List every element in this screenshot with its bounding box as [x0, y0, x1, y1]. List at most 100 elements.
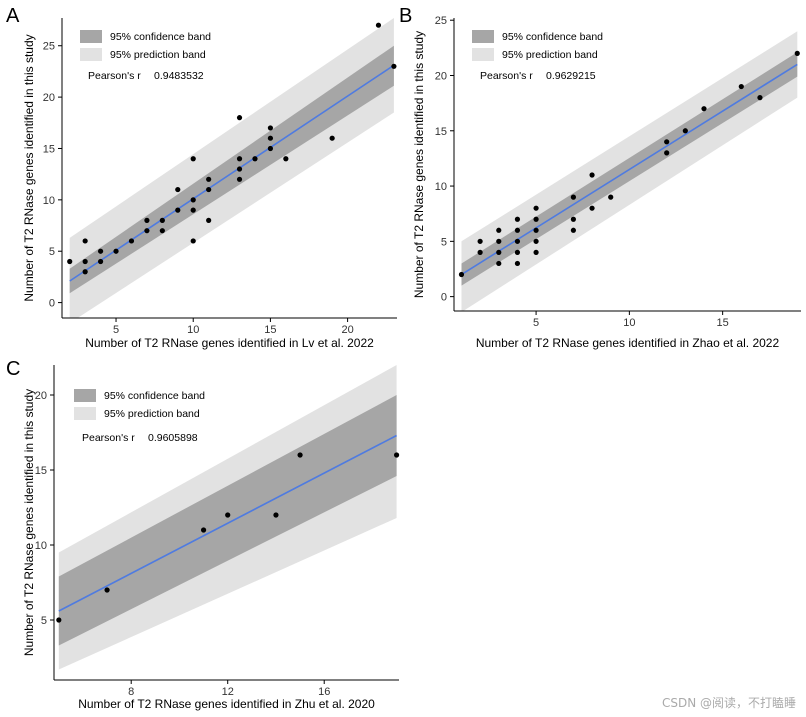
y-tick-label-c-1: 5 [41, 615, 47, 627]
x-tick-label-a-1: 5 [113, 324, 119, 336]
data-point-c-2 [104, 587, 110, 593]
data-point-b-12 [514, 216, 521, 222]
y-tick-label-b-3: 10 [435, 181, 447, 193]
data-point-a-2 [82, 269, 88, 275]
y-tick-label-c-2: 10 [35, 540, 47, 552]
data-point-a-28 [267, 135, 274, 141]
y-tick-label-a-6: 25 [43, 41, 55, 53]
y-tick-label-b-4: 15 [435, 126, 447, 138]
legend-label-confidence-b: 95% confidence band [502, 31, 603, 43]
data-point-c-3 [200, 527, 207, 533]
y-tick-label-a-1: 0 [49, 298, 55, 310]
legend-swatch-prediction-b [472, 48, 494, 61]
x-axis-title-a: Number of T2 RNase genes identified in L… [85, 336, 374, 350]
data-point-b-22 [589, 172, 595, 178]
y-axis-title-c: Number of T2 RNase genes identified in t… [22, 389, 36, 656]
data-point-b-17 [533, 205, 539, 211]
data-point-a-3 [82, 258, 88, 265]
data-point-b-3 [477, 238, 483, 244]
data-point-c-7 [393, 452, 400, 458]
data-point-b-11 [514, 227, 521, 233]
data-point-b-9 [514, 249, 521, 255]
data-point-b-2 [477, 249, 483, 255]
pearson-value-a: 0.9483532 [154, 70, 204, 82]
y-tick-label-a-2: 5 [49, 246, 55, 258]
legend-swatch-confidence-c [74, 389, 96, 402]
y-tick-label-b-1: 0 [441, 292, 447, 304]
data-point-a-8 [128, 238, 135, 244]
y-tick-label-b-5: 20 [435, 70, 447, 82]
data-point-a-12 [159, 217, 165, 223]
data-point-a-21 [206, 176, 212, 182]
data-point-b-4 [496, 260, 502, 267]
x-tick-label-c-1: 8 [128, 686, 134, 698]
data-point-a-6 [97, 248, 104, 254]
data-point-b-19 [570, 216, 576, 222]
y-tick-label-a-5: 20 [43, 92, 55, 104]
panel-a: A 5 10 15 20 0 5 10 15 20 25 Number of T2 RNase ge… [6, 5, 397, 350]
x-tick-label-c-2: 12 [222, 686, 234, 698]
data-point-b-15 [533, 227, 539, 233]
legend-swatch-prediction-a [80, 48, 102, 61]
data-point-b-6 [496, 238, 502, 244]
panel-letter-c: C [6, 358, 20, 380]
data-point-a-4 [82, 238, 88, 244]
data-point-b-14 [533, 238, 539, 244]
watermark-text: CSDN @阅读，不打瞌睡 [661, 696, 796, 710]
data-point-c-1 [56, 617, 62, 623]
y-axis-title-a: Number of T2 RNase genes identified in t… [22, 34, 36, 301]
regression-line-c [58, 434, 397, 612]
y-tick-label-b-2: 5 [441, 236, 447, 248]
data-point-b-23 [608, 194, 614, 200]
data-point-a-25 [236, 115, 243, 121]
data-point-b-21 [589, 205, 595, 211]
data-point-a-18 [190, 156, 196, 162]
data-point-c-5 [273, 512, 279, 518]
x-axis-title-c: Number of T2 RNase genes identified in Z… [78, 697, 375, 711]
legend-label-confidence-a: 95% confidence band [110, 31, 211, 43]
data-point-b-28 [738, 83, 744, 90]
y-tick-label-c-3: 15 [35, 465, 47, 477]
x-tick-label-c-3: 16 [318, 686, 330, 698]
data-point-a-9 [144, 228, 150, 234]
data-point-a-23 [236, 166, 243, 172]
data-point-b-1 [458, 271, 465, 278]
y-tick-label-c-4: 20 [35, 390, 47, 402]
panel-letter-a: A [6, 5, 20, 27]
x-axis-title-b: Number of T2 RNase genes identified in Z… [476, 336, 780, 350]
y-tick-label-a-3: 10 [43, 195, 55, 207]
legend-label-prediction-c: 95% prediction band [104, 408, 200, 420]
data-point-c-6 [297, 452, 303, 458]
data-point-b-13 [533, 249, 539, 255]
x-tick-label-b-1: 5 [533, 317, 539, 329]
data-point-b-16 [533, 216, 539, 222]
data-point-b-29 [757, 95, 763, 101]
data-point-a-33 [391, 63, 397, 69]
data-point-a-26 [252, 156, 258, 162]
x-tick-label-a-2: 10 [187, 324, 199, 336]
legend-label-confidence-c: 95% confidence band [104, 390, 205, 402]
pearson-label-b: Pearson's r [480, 70, 533, 82]
pearson-label-c: Pearson's r [82, 432, 135, 444]
data-point-a-24 [236, 156, 243, 162]
data-point-c-4 [225, 512, 231, 518]
x-tick-label-a-4: 20 [341, 324, 353, 336]
legend-swatch-prediction-c [74, 407, 96, 420]
data-point-a-27 [267, 145, 274, 152]
data-point-a-19 [206, 217, 212, 223]
legend-label-prediction-b: 95% prediction band [502, 49, 598, 61]
data-point-a-20 [206, 186, 212, 193]
legend-swatch-confidence-a [80, 30, 102, 43]
data-point-b-10 [514, 238, 521, 244]
data-point-a-15 [190, 238, 196, 244]
y-axis-title-b: Number of T2 RNase genes identified in t… [412, 31, 426, 298]
y-tick-label-b-6: 25 [435, 15, 447, 27]
x-tick-label-b-2: 10 [623, 317, 635, 329]
data-point-a-31 [329, 135, 335, 141]
data-point-a-29 [267, 125, 274, 131]
data-point-a-30 [283, 156, 289, 162]
data-point-b-7 [496, 227, 502, 233]
data-point-b-5 [496, 249, 502, 255]
pearson-value-b: 0.9629215 [546, 70, 596, 82]
